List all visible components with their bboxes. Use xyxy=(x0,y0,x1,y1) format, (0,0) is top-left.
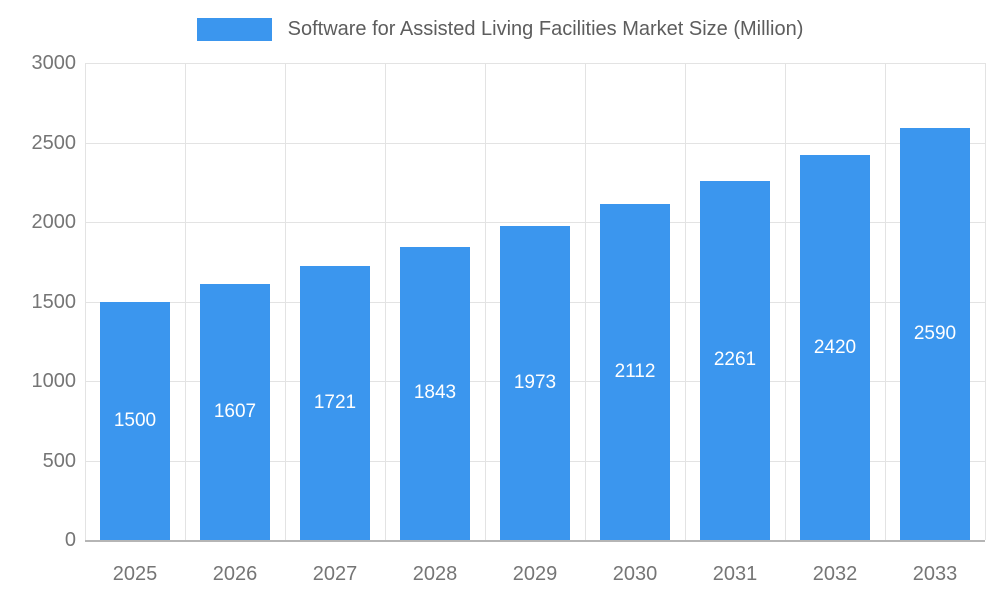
gridline-vertical xyxy=(585,63,586,540)
bar-2032[interactable]: 2420 xyxy=(800,155,870,540)
gridline-vertical xyxy=(385,63,386,540)
bar-2025[interactable]: 1500 xyxy=(100,301,170,540)
x-tick-label-2027: 2027 xyxy=(312,563,358,585)
x-axis-line xyxy=(85,540,985,542)
gridline-horizontal xyxy=(85,142,985,144)
bar-2029[interactable]: 1973 xyxy=(500,226,570,540)
chart-title: Software for Assisted Living Facilities … xyxy=(287,18,804,40)
y-tick-label: 1000 xyxy=(31,370,77,392)
bar-2030[interactable]: 2112 xyxy=(600,204,670,540)
gridline-horizontal xyxy=(85,63,985,64)
legend-swatch-icon xyxy=(196,18,272,41)
bar-value-label: 2420 xyxy=(813,336,857,358)
bar-value-label: 1607 xyxy=(213,401,257,423)
x-tick-label-2033: 2033 xyxy=(912,563,958,585)
x-tick-label-2030: 2030 xyxy=(612,563,658,585)
gridline-vertical xyxy=(85,63,86,540)
y-tick-label: 2500 xyxy=(31,131,77,154)
bar-2026[interactable]: 1607 xyxy=(200,284,270,540)
bar-value-label: 1973 xyxy=(513,372,557,394)
gridline-vertical xyxy=(285,63,286,540)
y-tick-label: 2000 xyxy=(31,211,77,233)
bar-value-label: 2590 xyxy=(913,323,957,345)
gridline-vertical xyxy=(885,63,886,540)
gridline-vertical xyxy=(485,63,486,540)
x-tick-label-2029: 2029 xyxy=(512,563,558,585)
gridline-horizontal xyxy=(85,222,985,223)
bar-2028[interactable]: 1843 xyxy=(400,246,470,540)
bar-value-label: 1500 xyxy=(113,409,157,431)
y-tick-label: 0 xyxy=(64,529,76,551)
bar-value-label: 1721 xyxy=(313,392,357,414)
x-tick-label-2026: 2026 xyxy=(212,563,258,585)
bar-value-label: 2261 xyxy=(713,349,757,371)
bar-2027[interactable]: 1721 xyxy=(300,266,370,540)
y-tick-label: 3000 xyxy=(31,52,77,74)
gridline-vertical xyxy=(185,63,186,540)
bar-value-label: 2112 xyxy=(614,361,656,383)
bar-2033[interactable]: 2590 xyxy=(900,128,970,540)
bar-value-label: 1843 xyxy=(413,382,457,404)
y-tick-label: 500 xyxy=(42,449,76,472)
x-tick-label-2028: 2028 xyxy=(412,563,458,585)
bar-2031[interactable]: 2261 xyxy=(700,180,770,540)
x-tick-label-2031: 2031 xyxy=(712,563,758,585)
x-tick-label-2032: 2032 xyxy=(812,563,858,585)
gridline-vertical xyxy=(685,63,686,540)
y-tick-label: 1500 xyxy=(31,290,77,313)
gridline-vertical xyxy=(985,63,986,540)
chart-legend[interactable]: Software for Assisted Living Facilities … xyxy=(0,18,1000,41)
x-tick-label-2025: 2025 xyxy=(112,563,158,585)
gridline-vertical xyxy=(785,63,786,540)
